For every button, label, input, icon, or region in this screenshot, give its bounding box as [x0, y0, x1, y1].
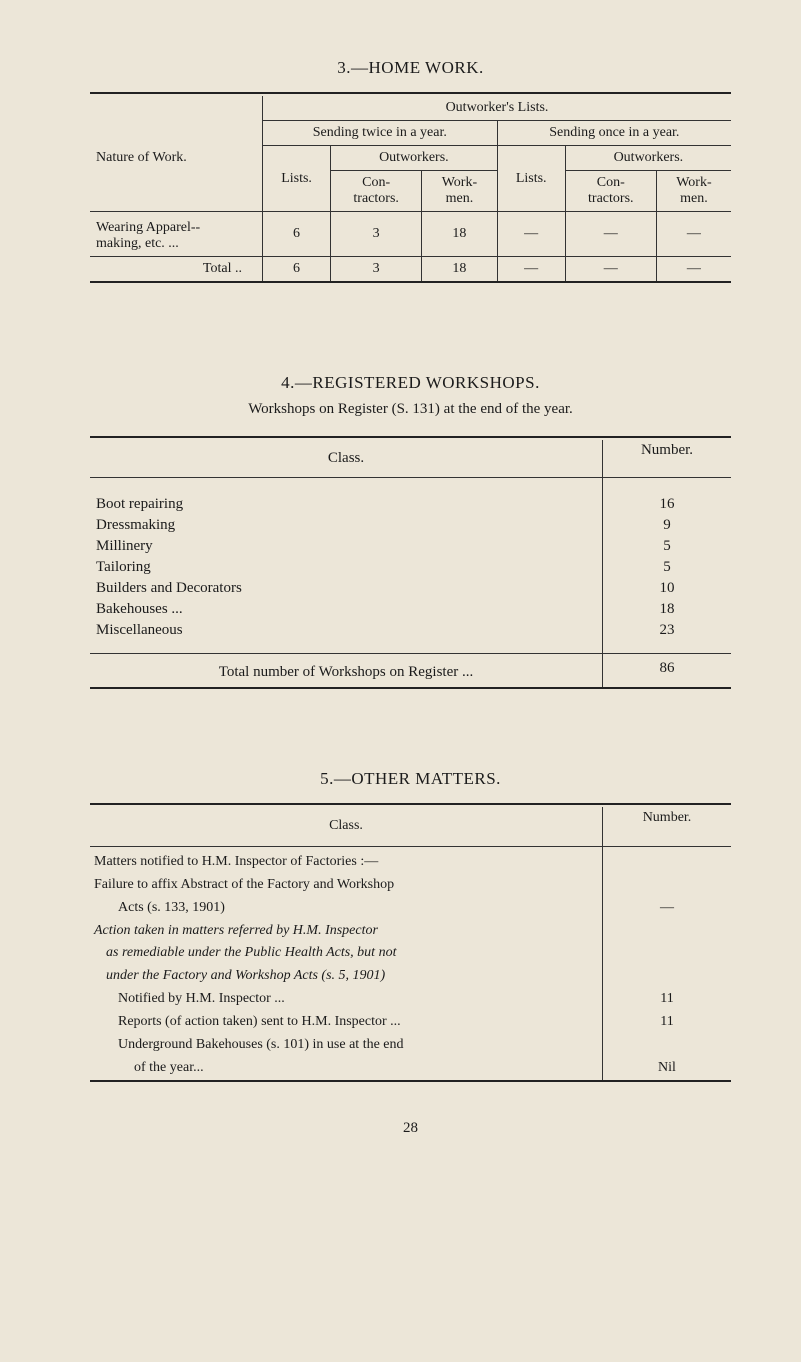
line: Matters notified to H.M. Inspector of Fa…	[90, 851, 603, 874]
class-row-value: 5	[603, 557, 732, 578]
number-header: Number.	[603, 440, 732, 478]
val: Nil	[603, 1057, 732, 1080]
number-header-5: Number.	[603, 807, 732, 846]
class-row-label: Miscellaneous	[90, 620, 603, 641]
val: 11	[603, 1011, 732, 1034]
cell: —	[565, 212, 656, 257]
cell: 6	[263, 257, 331, 282]
line: Notified by H.M. Inspector ...	[90, 988, 603, 1011]
rule	[90, 281, 731, 283]
section4-title: 4.—REGISTERED WORKSHOPS.	[90, 373, 731, 393]
line: as remediable under the Public Health Ac…	[90, 942, 603, 965]
line: Underground Bakehouses (s. 101) in use a…	[90, 1034, 603, 1057]
class-row-label: Bakehouses ...	[90, 599, 603, 620]
line: Failure to affix Abstract of the Factory…	[90, 874, 603, 897]
class-row-label: Dressmaking	[90, 515, 603, 536]
line: Reports (of action taken) sent to H.M. I…	[90, 1011, 603, 1034]
val: —	[603, 897, 732, 920]
class-row-label: Boot repairing	[90, 494, 603, 515]
lists-header-2: Lists.	[497, 146, 565, 212]
rule	[90, 803, 731, 805]
line: Action taken in matters referred by H.M.…	[90, 920, 603, 943]
sending-once-header: Sending once in a year.	[497, 121, 731, 146]
line: under the Factory and Workshop Acts (s. …	[90, 965, 603, 988]
cell: —	[497, 257, 565, 282]
section3-title: 3.—HOME WORK.	[90, 58, 731, 78]
cell: 6	[263, 212, 331, 257]
val: 11	[603, 988, 732, 1011]
cell: —	[656, 257, 731, 282]
cell: 18	[422, 212, 497, 257]
work-header-1: Work- men.	[422, 171, 497, 212]
rule	[90, 92, 731, 94]
class-header-5: Class.	[90, 807, 603, 846]
section5-title: 5.—OTHER MATTERS.	[90, 769, 731, 789]
class-row-value: 5	[603, 536, 732, 557]
other-matters-table: Class. Number. Matters notified to H.M. …	[90, 807, 731, 1080]
workshops-total-label: Total number of Workshops on Register ..…	[90, 658, 603, 687]
con-header-1: Con- tractors.	[331, 171, 422, 212]
class-row-value: 23	[603, 620, 732, 641]
cell: 18	[422, 257, 497, 282]
class-row-label: Millinery	[90, 536, 603, 557]
nature-of-work-header: Nature of Work.	[90, 146, 263, 171]
line: Acts (s. 133, 1901)	[90, 897, 603, 920]
class-row-value: 18	[603, 599, 732, 620]
line: of the year...	[90, 1057, 603, 1080]
cell: 3	[331, 257, 422, 282]
rule	[90, 436, 731, 438]
homework-table: Outworker's Lists. Sending twice in a ye…	[90, 96, 731, 281]
outworkers-sub-2: Outworkers.	[565, 146, 731, 171]
class-row-value: 9	[603, 515, 732, 536]
document-page: 3.—HOME WORK. Outworker's Lists. Sending…	[0, 0, 801, 1177]
class-header: Class.	[90, 440, 603, 478]
page-number: 28	[90, 1120, 731, 1137]
cell: 3	[331, 212, 422, 257]
workshops-total-val: 86	[603, 658, 732, 687]
con-header-2: Con- tractors.	[565, 171, 656, 212]
cell: —	[656, 212, 731, 257]
work-header-2: Work- men.	[656, 171, 731, 212]
outworkers-sub-1: Outworkers.	[331, 146, 498, 171]
outworkers-lists-header: Outworker's Lists.	[263, 96, 732, 121]
rule	[90, 1080, 731, 1082]
section4-subtitle: Workshops on Register (S. 131) at the en…	[90, 401, 731, 418]
class-row-value: 16	[603, 494, 732, 515]
sending-twice-header: Sending twice in a year.	[263, 121, 498, 146]
total-label: Total ..	[90, 257, 263, 282]
lists-header-1: Lists.	[263, 146, 331, 212]
row-wearing-apparel: Wearing Apparel-- making, etc. ...	[90, 212, 263, 257]
rule	[90, 687, 731, 689]
workshops-table: Class. Number. Boot repairing16Dressmaki…	[90, 440, 731, 687]
class-row-label: Tailoring	[90, 557, 603, 578]
cell: —	[497, 212, 565, 257]
cell: —	[565, 257, 656, 282]
class-row-label: Builders and Decorators	[90, 578, 603, 599]
class-row-value: 10	[603, 578, 732, 599]
